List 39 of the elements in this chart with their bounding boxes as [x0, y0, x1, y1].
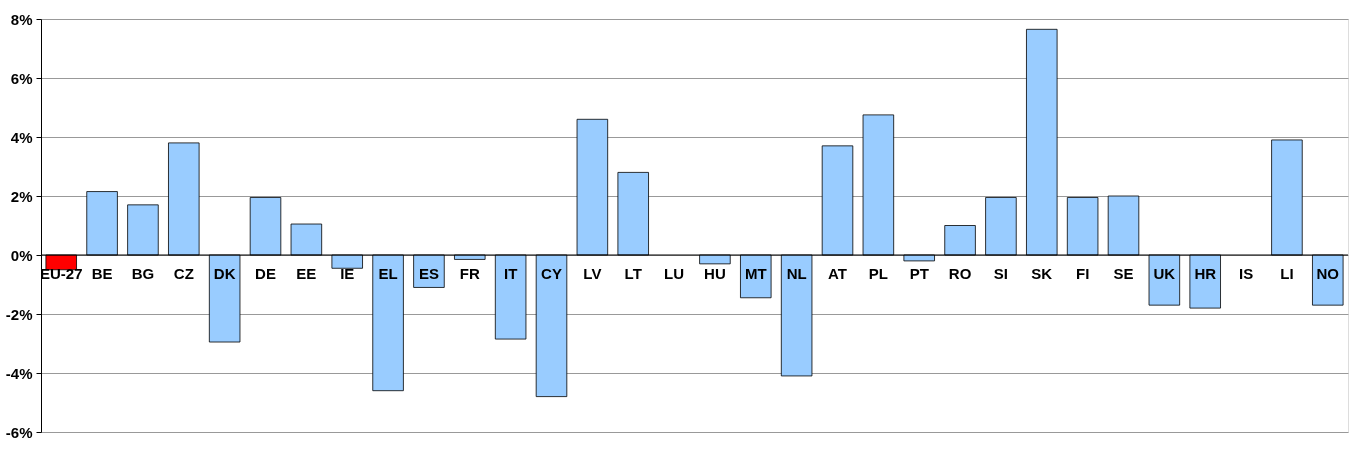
x-tick-label: SE — [1113, 265, 1134, 282]
x-tick-label: PT — [909, 265, 929, 282]
x-tick-label: LT — [624, 265, 642, 282]
x-tick-label: LV — [583, 265, 602, 282]
x-tick-label: LU — [664, 265, 685, 282]
x-tick-label: HU — [704, 265, 726, 282]
x-tick-label: CY — [541, 265, 562, 282]
x-tick-label: IS — [1238, 265, 1254, 282]
y-tick-label: 2% — [10, 187, 33, 205]
x-tick-label: UK — [1153, 265, 1176, 282]
y-tick-label: 6% — [10, 69, 33, 87]
x-tick-label: MT — [744, 265, 767, 282]
x-tick-label: PL — [868, 265, 888, 282]
x-tick-label: HR — [1194, 265, 1217, 282]
x-tick-label: RO — [948, 265, 972, 282]
x-tick-label: IT — [503, 265, 518, 282]
x-tick-label: AT — [828, 265, 847, 282]
x-tick-label: CZ — [173, 265, 194, 282]
x-tick-label: DE — [255, 265, 276, 282]
x-tick-label: ES — [418, 265, 439, 282]
x-tick-label: LI — [1280, 265, 1294, 282]
x-tick-label: BE — [91, 265, 113, 282]
x-tick-label: FR — [459, 265, 480, 282]
x-tick-label: SI — [993, 265, 1009, 282]
y-tick-label: 0% — [10, 246, 33, 264]
x-tick-label: BG — [131, 265, 155, 282]
x-tick-label: FI — [1075, 265, 1090, 282]
y-tick-label: -6% — [5, 423, 33, 441]
y-tick-label: -4% — [5, 364, 33, 382]
x-tick-label: SK — [1031, 265, 1053, 282]
x-tick-label: IE — [340, 265, 355, 282]
x-tick-label: NO — [1316, 265, 1340, 282]
y-tick-label: 8% — [10, 10, 33, 28]
y-tick-label: -2% — [5, 305, 33, 323]
x-tick-label: EE — [296, 265, 317, 282]
x-tick-label: EL — [378, 265, 398, 282]
y-tick-label: 4% — [10, 128, 33, 146]
x-tick-label: DK — [213, 265, 236, 282]
x-tick-label: NL — [786, 265, 807, 282]
